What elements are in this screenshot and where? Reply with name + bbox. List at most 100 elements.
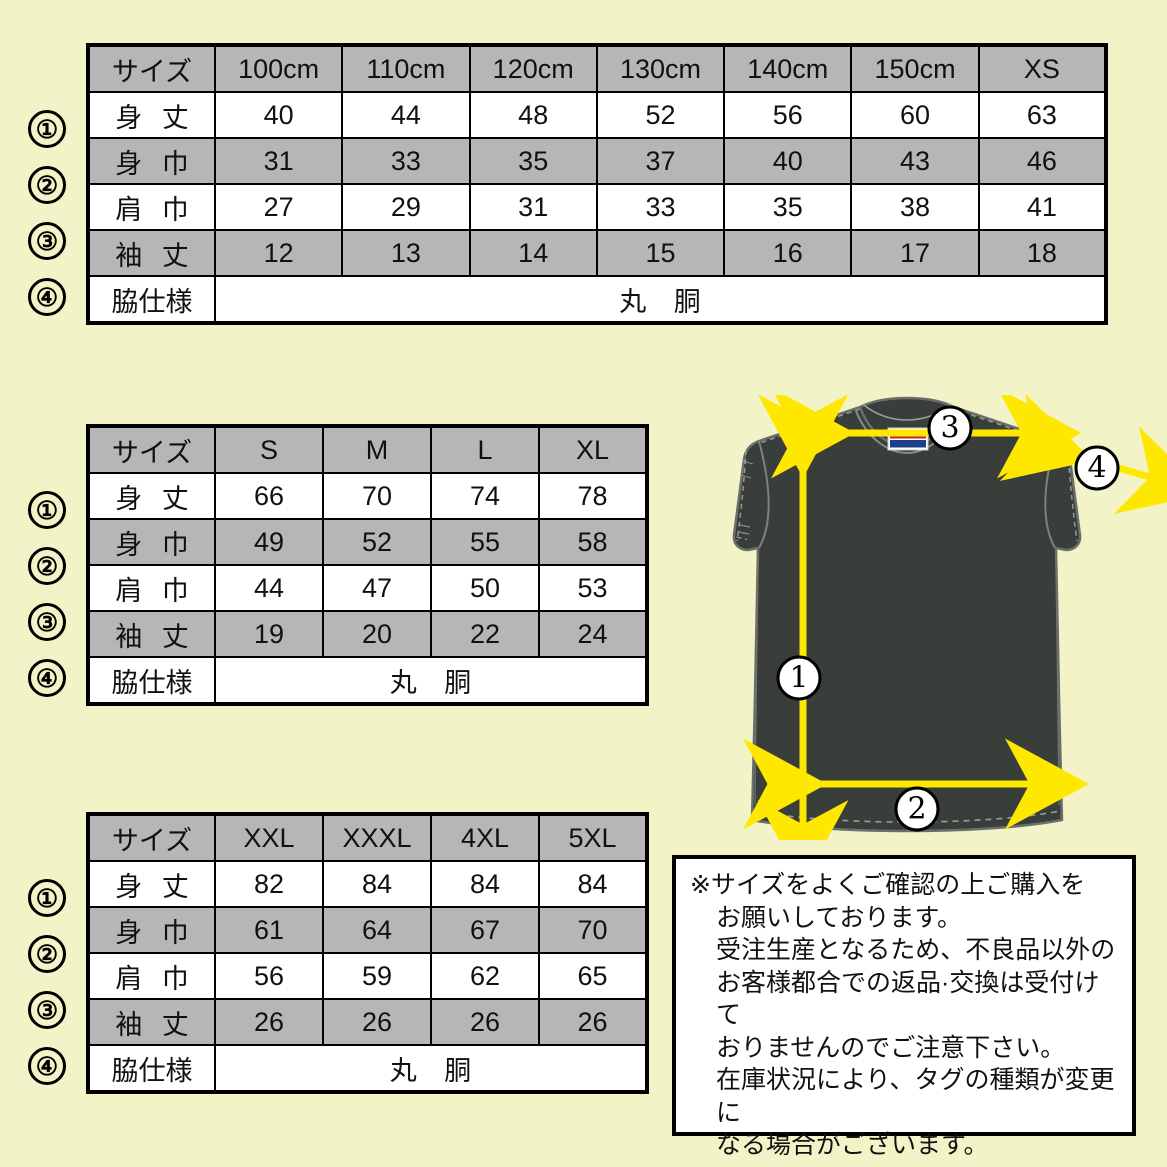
cell: 53 <box>538 564 648 612</box>
side-spec-value: 丸 胴 <box>214 656 648 705</box>
cell: 65 <box>538 952 648 1000</box>
notice-line-4: お客様都合での返品·交換は受付けて <box>716 968 1100 1030</box>
row-label-body-length: 身 丈 <box>87 91 216 139</box>
cell: 84 <box>322 860 432 908</box>
cell: 35 <box>723 183 853 231</box>
cell: 60 <box>850 91 980 139</box>
row-label-shoulder-width: 肩 巾 <box>87 952 216 1000</box>
tshirt-diagram: 3 4 1 2 <box>660 395 1167 840</box>
row-marker-3-table3: ③ <box>28 991 66 1029</box>
cell: 43 <box>850 137 980 185</box>
header-cell-110cm: 110cm <box>341 44 471 93</box>
cell: 62 <box>430 952 540 1000</box>
svg-text:2: 2 <box>907 792 926 827</box>
header-cell-xs: XS <box>977 44 1108 93</box>
row-marker-3-table2: ③ <box>28 603 66 641</box>
row-label-sleeve-length: 袖 丈 <box>87 610 216 658</box>
header-cell-size: サイズ <box>87 813 216 862</box>
cell: 29 <box>341 183 471 231</box>
table-row: 身 丈 66 70 74 78 <box>87 472 648 520</box>
diagram-marker-2: 2 <box>894 786 940 832</box>
cell: 78 <box>538 472 648 520</box>
cell: 15 <box>595 229 726 277</box>
row-marker-4-table1: ④ <box>28 278 66 316</box>
cell: 31 <box>213 137 344 185</box>
header-cell-xxl: XXL <box>214 813 324 862</box>
row-label-shoulder-width: 肩 巾 <box>87 564 216 612</box>
svg-text:1: 1 <box>789 661 808 696</box>
cell: 50 <box>430 564 540 612</box>
header-cell-130cm: 130cm <box>595 44 726 93</box>
row-label-side-spec: 脇仕様 <box>87 656 216 705</box>
cell: 84 <box>538 860 648 908</box>
notice-line-5: おりませんのでご注意下さい。 <box>716 1033 1066 1062</box>
cell: 52 <box>322 518 432 566</box>
cell: 63 <box>977 91 1108 139</box>
notice-line-2: お願いしております。 <box>716 903 963 932</box>
header-cell-m: M <box>322 425 432 474</box>
cell: 31 <box>468 183 598 231</box>
cell: 40 <box>213 91 344 139</box>
row-label-body-width: 身 巾 <box>87 906 216 954</box>
row-marker-4-table3: ④ <box>28 1047 66 1085</box>
side-spec-value: 丸 胴 <box>214 1044 648 1093</box>
row-marker-1-table3: ① <box>28 879 66 917</box>
row-label-sleeve-length: 袖 丈 <box>87 229 216 277</box>
notice-line-6: 在庫状況により、タグの種類が変更に <box>716 1066 1115 1127</box>
row-label-body-length: 身 丈 <box>87 472 216 520</box>
table-row: 袖 丈 19 20 22 24 <box>87 610 648 658</box>
diagram-marker-3: 3 <box>927 405 973 451</box>
cell: 37 <box>595 137 726 185</box>
header-cell-size: サイズ <box>87 44 216 93</box>
cell: 33 <box>341 137 471 185</box>
table-row: 肩 巾 44 47 50 53 <box>87 564 648 612</box>
tshirt-shape <box>732 396 1082 833</box>
cell: 48 <box>468 91 598 139</box>
row-marker-2-table3: ② <box>28 935 66 973</box>
size-table-adult-standard: サイズ S M L XL 身 丈 66 70 74 78 身 巾 49 52 5… <box>86 424 649 706</box>
row-marker-2-table2: ② <box>28 547 66 585</box>
table-row: 身 巾 49 52 55 58 <box>87 518 648 566</box>
cell: 19 <box>214 610 324 658</box>
table-row: 身 巾 31 33 35 37 40 43 46 <box>87 137 1108 185</box>
cell: 41 <box>977 183 1108 231</box>
cell: 44 <box>341 91 471 139</box>
cell: 46 <box>977 137 1108 185</box>
diagram-marker-1: 1 <box>776 655 822 701</box>
table-header-row: サイズ 100cm 110cm 120cm 130cm 140cm 150cm … <box>87 44 1108 93</box>
row-marker-1-table2: ① <box>28 491 66 529</box>
header-cell-150cm: 150cm <box>850 44 980 93</box>
cell: 18 <box>977 229 1108 277</box>
header-cell-5xl: 5XL <box>538 813 648 862</box>
cell: 82 <box>214 860 324 908</box>
cell: 70 <box>322 472 432 520</box>
row-label-sleeve-length: 袖 丈 <box>87 998 216 1046</box>
cell: 24 <box>538 610 648 658</box>
cell: 61 <box>214 906 324 954</box>
cell: 64 <box>322 906 432 954</box>
cell: 74 <box>430 472 540 520</box>
cell: 67 <box>430 906 540 954</box>
cell: 26 <box>430 998 540 1046</box>
size-table-kids: サイズ 100cm 110cm 120cm 130cm 140cm 150cm … <box>86 43 1108 325</box>
cell: 44 <box>214 564 324 612</box>
svg-text:4: 4 <box>1087 451 1106 486</box>
cell: 14 <box>468 229 598 277</box>
cell: 26 <box>322 998 432 1046</box>
notice-line-1: ※サイズをよくご確認の上ご購入を <box>690 871 1086 899</box>
table-footer-row: 脇仕様 丸 胴 <box>87 656 648 705</box>
notice-line-7: なる場合がございます。 <box>716 1131 989 1159</box>
table-row: 肩 巾 56 59 62 65 <box>87 952 648 1000</box>
row-label-body-width: 身 巾 <box>87 137 216 185</box>
header-cell-s: S <box>214 425 324 474</box>
cell: 17 <box>850 229 980 277</box>
cell: 55 <box>430 518 540 566</box>
row-marker-2-table1: ② <box>28 166 66 204</box>
cell: 49 <box>214 518 324 566</box>
svg-text:3: 3 <box>940 411 959 446</box>
cell: 59 <box>322 952 432 1000</box>
cell: 33 <box>595 183 726 231</box>
cell: 38 <box>850 183 980 231</box>
header-cell-100cm: 100cm <box>213 44 344 93</box>
cell: 27 <box>213 183 344 231</box>
